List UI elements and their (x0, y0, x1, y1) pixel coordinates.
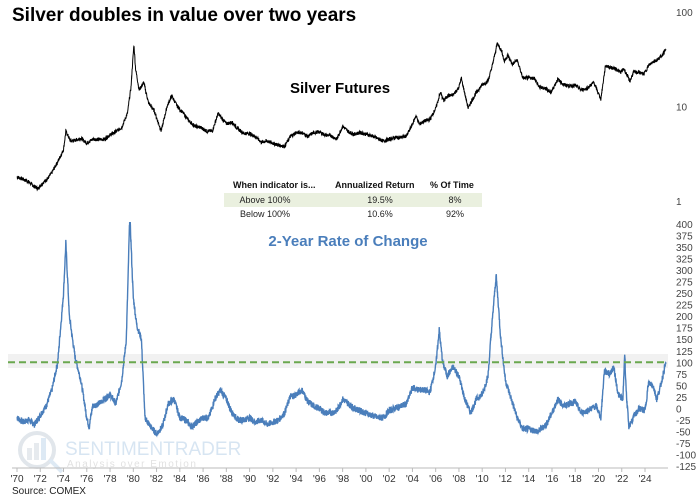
y-tick-label: 25 (676, 393, 688, 404)
y-tick-label: -75 (676, 439, 691, 450)
watermark-tagline: Analysis over Emotion (67, 459, 197, 470)
watermark-brand: SENTIMENTRADER (65, 439, 241, 460)
y-tick-label: 300 (676, 266, 693, 277)
y-tick-label: -25 (676, 416, 691, 427)
x-tick-label: '94 (290, 474, 303, 485)
table-header: Annualized Return (335, 180, 415, 190)
threshold-shadow (8, 354, 668, 368)
y-tick-label: 250 (676, 289, 693, 300)
x-tick-label: '90 (243, 474, 256, 485)
roc-title: 2-Year Rate of Change (268, 233, 427, 250)
table-cell: 19.5% (367, 195, 393, 205)
x-tick-label: '76 (80, 474, 93, 485)
silver-futures-label: Silver Futures (290, 80, 390, 97)
table-highlight-row (224, 193, 482, 207)
silver-price-line (16, 42, 667, 192)
y-tick-label: 1 (676, 197, 682, 208)
roc-line (16, 222, 667, 438)
x-tick-label: '12 (499, 474, 512, 485)
x-tick-label: '16 (545, 474, 558, 485)
y-tick-label: 350 (676, 243, 693, 254)
x-tick-label: '86 (197, 474, 210, 485)
x-tick-label: '08 (452, 474, 465, 485)
y-tick-label: 50 (676, 381, 688, 392)
y-tick-label: 125 (676, 347, 693, 358)
x-tick-label: '96 (313, 474, 326, 485)
y-tick-label: -50 (676, 427, 691, 438)
x-tick-label: '84 (173, 474, 186, 485)
x-tick-label: '78 (104, 474, 117, 485)
y-tick-label: -100 (676, 450, 696, 461)
table-cell: 10.6% (367, 209, 393, 219)
y-tick-label: 275 (676, 278, 693, 289)
y-tick-label: 0 (676, 404, 682, 415)
x-tick-label: '14 (522, 474, 535, 485)
y-tick-label: 200 (676, 312, 693, 323)
x-tick-label: '82 (150, 474, 163, 485)
x-axis: '70 '72 '74 '76 '78 '80 '82 '84 '86 '88 '90 '92 '94 '… (10, 468, 652, 485)
x-tick-label: '10 (476, 474, 489, 485)
x-tick-label: '92 (266, 474, 279, 485)
x-tick-label: '22 (615, 474, 628, 485)
x-tick-label: '02 (383, 474, 396, 485)
upper-y-axis: 1 10 100 (676, 8, 693, 208)
x-tick-label: '00 (359, 474, 372, 485)
silver-price-plot (16, 42, 667, 192)
lower-y-axis: -125-100-75-50-2502550751001251501752002… (676, 220, 696, 473)
x-tick-label: '74 (57, 474, 70, 485)
table-cell: 8% (448, 195, 461, 205)
x-tick-label: '80 (127, 474, 140, 485)
y-tick-label: 375 (676, 232, 693, 243)
table-cell: Below 100% (240, 209, 290, 219)
x-tick-label: '18 (569, 474, 582, 485)
x-tick-label: '72 (34, 474, 47, 485)
stats-table: When indicator is... Annualized Return %… (224, 180, 482, 219)
x-tick-label: '98 (336, 474, 349, 485)
x-tick-label: '24 (638, 474, 651, 485)
roc-plot (16, 222, 667, 438)
x-tick-label: '70 (10, 474, 23, 485)
x-tick-label: '20 (592, 474, 605, 485)
y-tick-label: 400 (676, 220, 693, 231)
chart-title: Silver doubles in value over two years (12, 5, 356, 26)
table-header: When indicator is... (233, 180, 316, 190)
watermark-logo: SENTIMENTRADER Analysis over Emotion (18, 431, 241, 474)
x-tick-label: '04 (406, 474, 419, 485)
y-tick-label: 225 (676, 301, 693, 312)
y-tick-label: 175 (676, 324, 693, 335)
y-tick-label: 100 (676, 358, 693, 369)
source-note: Source: COMEX (12, 486, 86, 497)
y-tick-label: 75 (676, 370, 688, 381)
table-header: % Of Time (430, 180, 474, 190)
y-tick-label: 100 (676, 8, 693, 19)
table-cell: 92% (446, 209, 464, 219)
y-tick-label: 325 (676, 255, 693, 266)
x-tick-label: '06 (429, 474, 442, 485)
x-tick-label: '88 (220, 474, 233, 485)
y-tick-label: 150 (676, 335, 693, 346)
y-tick-label: 10 (676, 103, 688, 114)
table-cell: Above 100% (239, 195, 290, 205)
y-tick-label: -125 (676, 462, 696, 473)
